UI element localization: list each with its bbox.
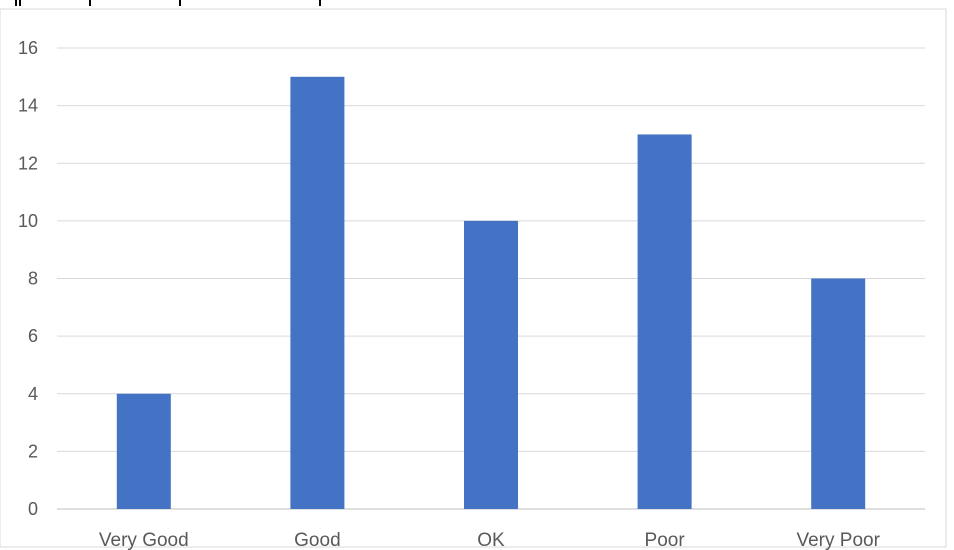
x-tick-label: Good — [294, 530, 340, 550]
y-tick-label: 16 — [18, 38, 38, 58]
x-tick-label: Poor — [645, 530, 686, 550]
x-tick-label: OK — [477, 530, 505, 550]
bar — [811, 278, 866, 509]
bar — [116, 393, 171, 509]
y-axis-ticks: 0 2 4 6 8 10 12 14 16 — [18, 38, 38, 519]
y-tick-label: 14 — [18, 96, 38, 116]
y-tick-label: 10 — [18, 211, 38, 231]
y-tick-label: 2 — [28, 441, 38, 461]
x-axis-labels: Very Good Good OK Poor Very Poor — [99, 530, 881, 550]
x-tick-label: Very Good — [99, 530, 189, 550]
bar — [637, 134, 692, 509]
y-tick-label: 12 — [18, 153, 38, 173]
y-tick-label: 6 — [28, 326, 38, 346]
y-tick-label: 0 — [28, 499, 38, 519]
cropped-title-fragment — [15, 0, 321, 6]
bar — [464, 220, 518, 509]
bars — [116, 76, 866, 509]
bar — [290, 76, 345, 509]
x-tick-label: Very Poor — [796, 530, 880, 550]
y-tick-label: 4 — [28, 384, 38, 404]
y-tick-label: 8 — [28, 269, 38, 289]
plot-area-border — [0, 8, 947, 548]
